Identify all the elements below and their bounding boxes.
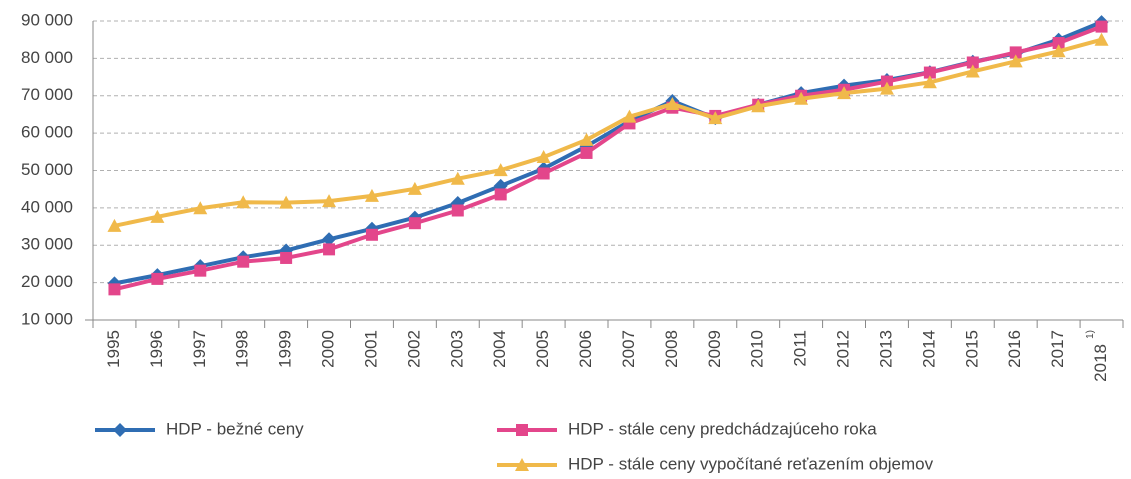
data-point — [108, 283, 121, 296]
y-tick-label: 40 000 — [21, 197, 73, 216]
data-point — [322, 232, 337, 247]
x-tick-label: 2007 — [619, 330, 638, 368]
x-tick-label: 1995 — [104, 330, 123, 368]
x-tick-note: 1) — [1085, 330, 1096, 339]
legend-label: HDP - stále ceny vypočítané reťazením ob… — [568, 454, 934, 473]
data-point — [279, 195, 294, 209]
x-tick-label: 2000 — [319, 330, 338, 368]
legend-label: HDP - stále ceny predchádzajúceho roka — [568, 419, 877, 438]
data-point — [965, 64, 980, 78]
y-tick-label: 90 000 — [21, 10, 73, 29]
data-point — [237, 255, 250, 268]
data-point — [194, 264, 207, 277]
data-point — [1051, 44, 1066, 58]
data-point — [665, 96, 680, 110]
x-tick-label: 2012 — [834, 330, 853, 368]
x-tick-label: 2017 — [1048, 330, 1067, 368]
x-tick-label: 1998 — [233, 330, 252, 368]
data-point — [279, 243, 294, 258]
data-point — [323, 243, 336, 256]
legend-marker — [515, 458, 529, 471]
data-point — [451, 204, 464, 217]
x-tick-label: 2001 — [361, 330, 380, 368]
x-tick-label: 2004 — [490, 330, 509, 368]
y-tick-label: 20 000 — [21, 272, 73, 291]
x-tick-label: 2013 — [876, 330, 895, 368]
x-tick-label: 1999 — [276, 330, 295, 368]
y-tick-label: 30 000 — [21, 235, 73, 254]
data-point — [322, 194, 337, 208]
data-point — [536, 150, 551, 164]
data-point — [580, 146, 593, 159]
data-point — [107, 218, 122, 232]
x-tick-label: 2010 — [748, 330, 767, 368]
data-point — [922, 75, 937, 89]
x-tick-label: 1996 — [147, 330, 166, 368]
data-point — [365, 228, 378, 241]
data-point — [751, 99, 766, 113]
data-point — [408, 217, 421, 230]
data-point — [579, 132, 594, 146]
data-point — [837, 86, 852, 100]
data-point — [1052, 37, 1065, 50]
series-line — [114, 20, 1103, 286]
x-tick-label: 2008 — [662, 330, 681, 368]
x-tick-label: 2014 — [919, 330, 938, 368]
data-point — [1009, 46, 1022, 59]
data-point — [193, 201, 208, 215]
data-point — [1094, 32, 1109, 46]
x-tick-label: 2016 — [1005, 330, 1024, 368]
series-line — [113, 24, 1103, 292]
legend-label: HDP - bežné ceny — [166, 419, 304, 438]
data-point — [1095, 20, 1108, 33]
data-point — [1008, 54, 1023, 68]
x-tick-label: 2018 — [1091, 344, 1110, 382]
legend-marker — [516, 424, 528, 436]
data-point — [407, 181, 422, 195]
y-tick-label: 70 000 — [21, 85, 73, 104]
x-tick-label: 2005 — [533, 330, 552, 368]
data-point — [494, 188, 507, 201]
x-tick-label: 2009 — [705, 330, 724, 368]
data-point — [708, 111, 723, 125]
data-point — [364, 188, 379, 202]
y-tick-label: 10 000 — [21, 309, 73, 328]
data-point — [879, 81, 894, 95]
x-tick-label: 2011 — [791, 330, 810, 367]
data-point — [923, 66, 936, 79]
y-tick-label: 80 000 — [21, 48, 73, 67]
data-point — [280, 251, 293, 264]
data-point — [236, 195, 251, 209]
data-point — [622, 109, 637, 123]
x-tick-label: 1997 — [190, 330, 209, 368]
data-point — [794, 91, 809, 105]
data-point — [493, 163, 508, 177]
data-point — [966, 56, 979, 69]
x-tick-label: 2006 — [576, 330, 595, 368]
data-point — [880, 75, 893, 88]
data-point — [151, 272, 164, 285]
series-line — [114, 37, 1103, 228]
x-tick-label: 2003 — [447, 330, 466, 368]
y-tick-label: 60 000 — [21, 123, 73, 142]
data-point — [537, 167, 550, 180]
x-tick-label: 2015 — [962, 330, 981, 368]
legend-marker — [113, 423, 127, 437]
data-point — [150, 209, 165, 223]
x-tick-label: 2002 — [404, 330, 423, 368]
data-point — [450, 171, 465, 185]
y-tick-label: 50 000 — [21, 160, 73, 179]
